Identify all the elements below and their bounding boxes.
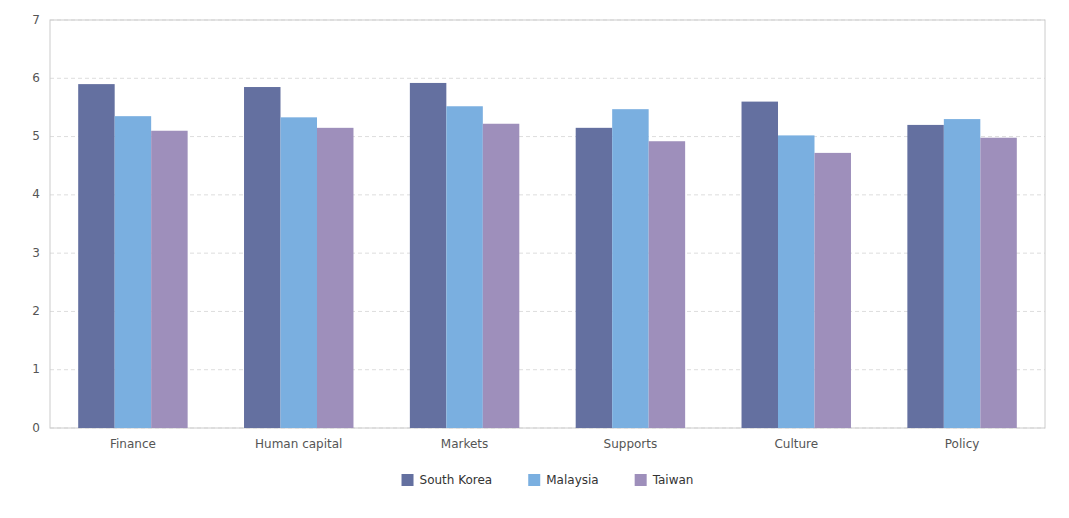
y-tick-label: 2 [32, 304, 40, 318]
bar [612, 109, 648, 428]
bar [317, 128, 353, 428]
legend: South Korea Malaysia Taiwan [402, 473, 694, 487]
bar [78, 84, 114, 428]
grid-line [50, 369, 1045, 370]
x-tick-label: Policy [945, 437, 980, 451]
y-tick-label: 0 [32, 421, 40, 435]
bar [151, 131, 187, 428]
bar [778, 135, 814, 428]
plot-frame [50, 20, 1045, 428]
grid-line [50, 194, 1045, 195]
bar [814, 153, 850, 428]
grid [50, 20, 1045, 428]
y-tick-label: 1 [32, 362, 40, 376]
legend-swatch [402, 474, 414, 486]
bar [742, 102, 778, 428]
bar [649, 141, 685, 428]
legend-label: Malaysia [546, 473, 598, 487]
legend-label: South Korea [420, 473, 493, 487]
bar [907, 125, 943, 428]
legend-item: Taiwan [635, 473, 694, 487]
chart: 0 1 2 3 4 5 6 7 Finance Human capital Markets Suppo… [0, 0, 1069, 518]
grid-line [50, 136, 1045, 137]
bar [244, 87, 280, 428]
y-tick-label: 7 [32, 13, 40, 27]
x-tick-label: Supports [604, 437, 658, 451]
legend-item: South Korea [402, 473, 493, 487]
y-axis: 0 1 2 3 4 5 6 7 [32, 13, 40, 435]
bar [281, 117, 317, 428]
y-tick-label: 6 [32, 71, 40, 85]
bars [78, 83, 1017, 428]
bar [483, 124, 519, 428]
x-tick-label: Human capital [255, 437, 342, 451]
legend-swatch [635, 474, 647, 486]
y-tick-label: 4 [32, 187, 40, 201]
bar [980, 138, 1016, 428]
x-tick-label: Finance [110, 437, 156, 451]
bar [446, 106, 482, 428]
y-tick-label: 5 [32, 129, 40, 143]
bar [944, 119, 980, 428]
grid-line [50, 311, 1045, 312]
chart-container: 0 1 2 3 4 5 6 7 Finance Human capital Markets Suppo… [0, 0, 1069, 518]
x-axis: Finance Human capital Markets Supports Cultu… [110, 437, 979, 451]
bar [115, 116, 151, 428]
y-tick-label: 3 [32, 246, 40, 260]
legend-item: Malaysia [528, 473, 598, 487]
x-tick-label: Markets [441, 437, 489, 451]
grid-line [50, 253, 1045, 254]
bar [410, 83, 446, 428]
x-tick-label: Culture [774, 437, 818, 451]
legend-swatch [528, 474, 540, 486]
legend-label: Taiwan [652, 473, 694, 487]
grid-line [50, 78, 1045, 79]
bar [576, 128, 612, 428]
